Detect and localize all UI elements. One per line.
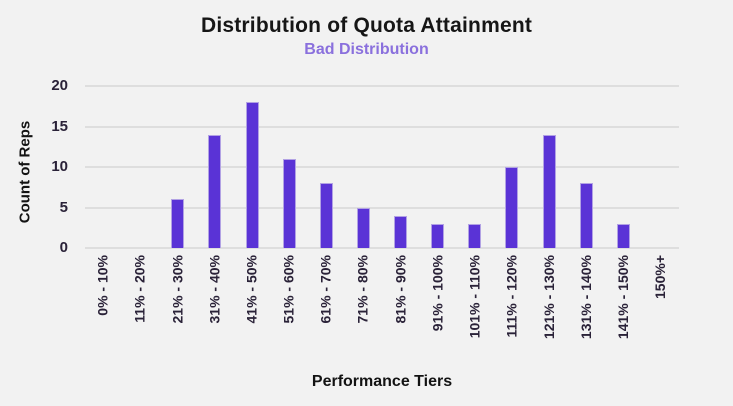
x-tick-label-text: 41% - 50% (243, 255, 260, 324)
gridline-0 (85, 247, 679, 249)
x-tick-label-text: 101% - 110% (466, 255, 483, 339)
x-tick-label-text: 111% - 120% (503, 255, 520, 338)
x-tick-label-text: 31% - 40% (206, 255, 223, 324)
bar-121% - 130% (542, 134, 556, 248)
bar-61% - 70% (319, 183, 333, 248)
bar-101% - 110% (468, 223, 482, 248)
y-tick-label-10: 10 (51, 158, 68, 175)
y-tick-label-20: 20 (51, 77, 68, 94)
x-tick-label-text: 11% - 20% (132, 255, 149, 323)
x-tick-label-text: 61% - 70% (317, 255, 334, 324)
x-tick-label-text: 81% - 90% (392, 255, 409, 324)
x-tick-label-text: 21% - 30% (169, 255, 186, 324)
x-tick-label-text: 121% - 130% (540, 255, 557, 340)
gridline-5 (85, 206, 679, 209)
gridline-20 (85, 85, 679, 87)
bar-141% - 150% (616, 223, 630, 248)
bar-131% - 140% (579, 183, 593, 248)
x-tick-label-text: 150%+ (651, 255, 668, 299)
x-axis-title: Performance Tiers (311, 373, 453, 390)
x-tick-label-text: 141% - 150% (614, 255, 631, 340)
bar-91% - 100% (431, 223, 445, 248)
bar-31% - 40% (208, 134, 222, 248)
bar-21% - 30% (171, 199, 185, 248)
chart-title: Distribution of Quota Attainment (200, 14, 533, 37)
x-tick-label-text: 71% - 80% (354, 255, 371, 324)
gridline-10 (85, 166, 679, 168)
x-tick-label-text: 51% - 60% (280, 255, 297, 324)
bar-81% - 90% (394, 215, 408, 248)
bar-41% - 50% (245, 102, 259, 248)
x-tick-label-text: 91% - 100% (429, 255, 446, 332)
gridline-15 (85, 125, 679, 128)
plot-area (85, 85, 679, 249)
x-tick-label-text: 0% - 10% (95, 255, 112, 316)
y-tick-label-15: 15 (51, 117, 68, 135)
bar-51% - 60% (282, 158, 296, 248)
chart-subtitle: Bad Distribution (304, 41, 429, 58)
bar-111% - 120% (505, 167, 519, 248)
x-tick-label-text: 131% - 140% (577, 255, 594, 340)
bar-71% - 80% (356, 207, 370, 248)
y-tick-label-5: 5 (59, 198, 68, 216)
y-tick-label-0: 0 (59, 239, 68, 256)
